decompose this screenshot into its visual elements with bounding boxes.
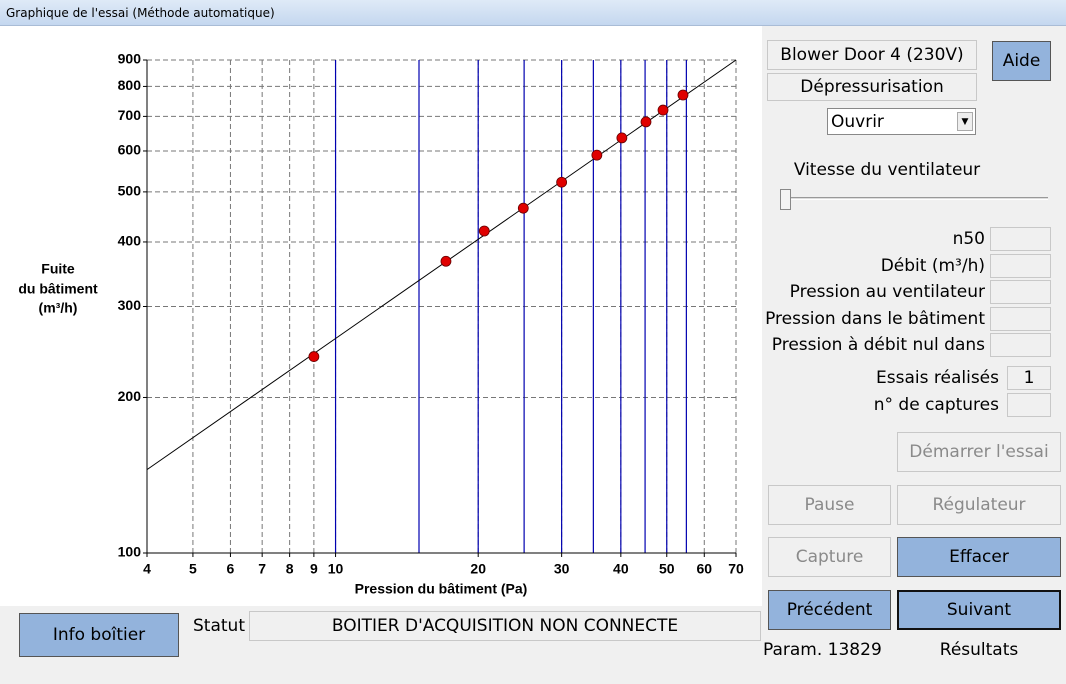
data-point: [640, 116, 652, 128]
start-button[interactable]: Démarrer l'essai: [897, 432, 1061, 472]
slider-thumb[interactable]: [780, 189, 791, 210]
dropdown[interactable]: Ouvrir ▼: [827, 108, 976, 135]
x-tick-label: 8: [286, 561, 294, 577]
data-point: [677, 89, 689, 101]
tests-value: 1: [1007, 366, 1051, 390]
x-tick-label: 7: [258, 561, 266, 577]
y-tick-label: 800: [118, 77, 142, 93]
slider-label: Vitesse du ventilateur: [793, 160, 981, 180]
y-tick-label: 400: [118, 233, 142, 249]
y-tick-label: 700: [118, 107, 142, 123]
y-axis-label: (m³/h): [39, 300, 78, 316]
data-point: [657, 104, 669, 116]
data-point: [556, 176, 568, 188]
info-button[interactable]: Info boîtier: [19, 613, 179, 657]
data-point: [591, 149, 603, 161]
status-label: Statut: [193, 616, 245, 636]
y-axis-label: du bâtiment: [18, 281, 98, 297]
field-label: Pression dans le bâtiment: [765, 308, 985, 329]
title-bar: Graphique de l'essai (Méthode automatiqu…: [0, 0, 1066, 26]
y-tick-label: 200: [118, 388, 142, 404]
pause-button[interactable]: Pause: [768, 485, 891, 525]
x-tick-label: 20: [470, 561, 486, 577]
x-tick-label: 50: [659, 561, 675, 577]
data-point: [616, 132, 628, 144]
field-value: [990, 306, 1051, 331]
y-tick-label: 300: [118, 297, 142, 313]
previous-button[interactable]: Précédent: [768, 590, 891, 630]
mode-label: Dépressurisation: [767, 73, 977, 101]
fit-line: [146, 59, 737, 471]
y-tick-label: 600: [118, 142, 142, 158]
slider-track: [780, 197, 1048, 200]
field-label: Pression à débit nul dans: [771, 335, 985, 355]
x-tick-label: 70: [728, 561, 744, 577]
field-value: [990, 333, 1051, 357]
captures-label: n° de captures: [873, 395, 999, 415]
x-axis-label: Pression du bâtiment (Pa): [355, 581, 528, 597]
device-label: Blower Door 4 (230V): [767, 40, 977, 70]
help-button[interactable]: Aide: [992, 41, 1051, 81]
chart: Fuite du bâtiment (m³/h) Pression du bât…: [0, 26, 762, 606]
chart-background: [0, 26, 762, 606]
clear-button[interactable]: Effacer: [897, 537, 1061, 577]
captures-value: [1007, 393, 1051, 417]
param-label: Param. 13829: [763, 640, 882, 660]
x-tick-label: 60: [696, 561, 712, 577]
field-label: n50: [952, 229, 985, 249]
dropdown-arrow[interactable]: ▼: [957, 112, 973, 131]
y-axis-label: Fuite: [41, 261, 75, 277]
status-text: BOITIER D'ACQUISITION NON CONNECTE: [249, 611, 761, 641]
data-point: [440, 255, 452, 267]
regulator-button[interactable]: Régulateur: [897, 485, 1061, 525]
data-point: [308, 351, 320, 362]
x-tick-label: 4: [143, 561, 151, 577]
x-tick-label: 9: [310, 561, 318, 577]
x-tick-label: 30: [554, 561, 570, 577]
results-label: Résultats: [939, 640, 1019, 660]
field-value: [990, 227, 1051, 251]
data-point: [478, 225, 490, 237]
field-label: Pression au ventilateur: [789, 282, 985, 302]
field-value: [990, 280, 1051, 304]
tests-label: Essais réalisés: [876, 368, 999, 388]
y-tick-label: 100: [118, 544, 142, 560]
y-tick-label: 500: [118, 183, 142, 199]
x-tick-label: 40: [613, 561, 629, 577]
field-label: Débit (m³/h): [880, 255, 985, 276]
capture-button[interactable]: Capture: [768, 537, 891, 577]
data-point: [517, 202, 529, 214]
field-value: [990, 253, 1051, 278]
x-tick-label: 6: [227, 561, 235, 577]
next-button[interactable]: Suivant: [897, 590, 1061, 630]
y-tick-label: 900: [118, 51, 142, 67]
x-tick-label: 5: [189, 561, 197, 577]
x-tick-label: 10: [328, 561, 344, 577]
dropdown-text: Ouvrir: [831, 112, 884, 132]
